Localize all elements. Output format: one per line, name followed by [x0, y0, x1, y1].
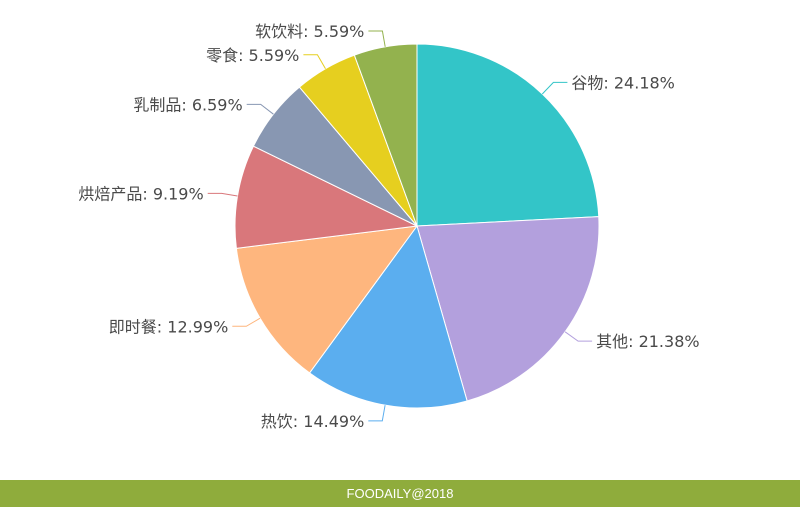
- label-leader-lines: [207, 30, 593, 422]
- slice-labels: 谷物: 24.18% 其他: 21.38% 热饮: 14.49% 即时餐: 12.99…: [78, 22, 699, 431]
- pie-chart: 谷物: 24.18% 其他: 21.38% 热饮: 14.49% 即时餐: 12.99…: [78, 22, 699, 431]
- leader-line-0: [541, 81, 568, 95]
- leader-line-4: [207, 192, 238, 197]
- pie-slice-1[interactable]: [416, 216, 600, 402]
- leader-line-7: [368, 30, 386, 47]
- leader-line-1: [564, 331, 593, 342]
- leader-line-2: [368, 405, 386, 422]
- pie-slice-0[interactable]: [416, 43, 600, 227]
- slice-label-3: 即时餐: 12.99%: [109, 317, 229, 336]
- leader-line-6: [303, 54, 326, 69]
- slice-label-5: 乳制品: 6.59%: [133, 95, 242, 114]
- leader-line-3: [232, 317, 261, 327]
- slice-label-1: 其他: 21.38%: [596, 332, 700, 351]
- footer-text: FOODAILY@2018: [346, 486, 454, 501]
- footer-banner: FOODAILY@2018: [0, 480, 800, 507]
- slice-label-7: 软饮料: 5.59%: [255, 22, 364, 41]
- pie-slice-2[interactable]: [308, 224, 468, 409]
- slice-label-0: 谷物: 24.18%: [571, 73, 675, 92]
- slice-label-4: 烘焙产品: 9.19%: [78, 184, 203, 203]
- pie-slices: [234, 43, 600, 409]
- leader-line-5: [246, 103, 274, 115]
- slice-label-2: 热饮: 14.49%: [261, 412, 365, 431]
- slice-label-6: 零食: 5.59%: [206, 46, 299, 65]
